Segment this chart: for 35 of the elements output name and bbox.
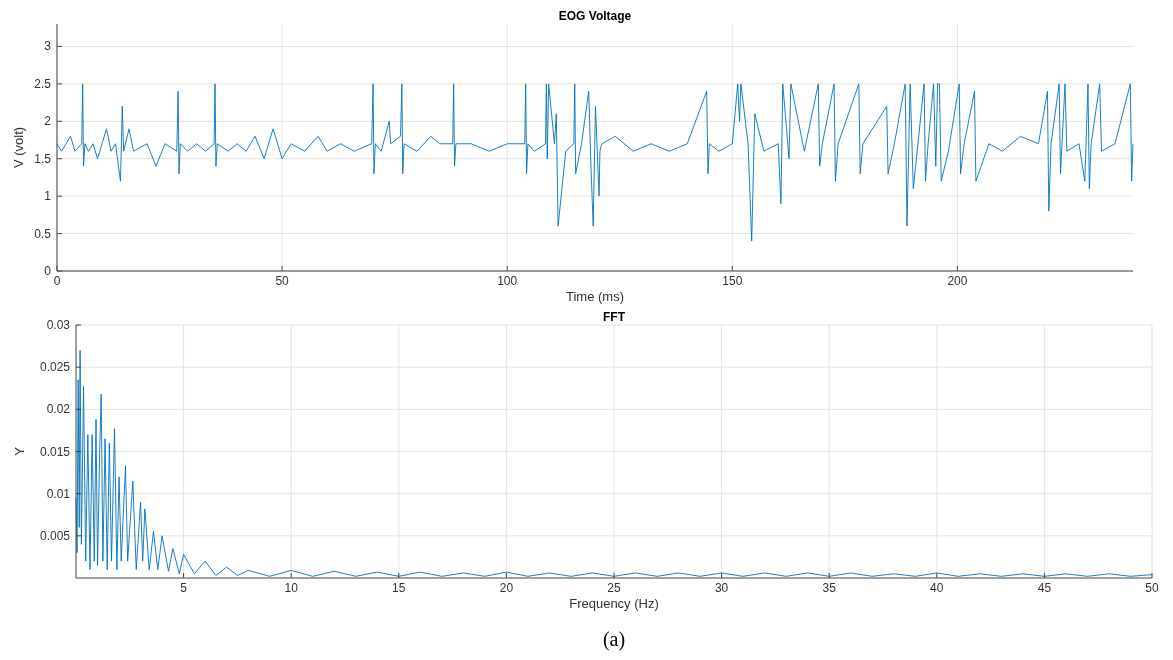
x-tick-label: 20 bbox=[499, 581, 514, 595]
x-tick-label: 40 bbox=[930, 581, 944, 595]
x-tick-label: 35 bbox=[822, 581, 837, 595]
y-tick-label: 1 bbox=[44, 189, 52, 204]
x-tick-label: 25 bbox=[607, 581, 621, 595]
y-axis-title: Y bbox=[12, 446, 27, 456]
chart-title: EOG Voltage bbox=[558, 9, 632, 23]
y-tick-label: 3 bbox=[44, 39, 52, 54]
x-axis-title: Frequency (Hz) bbox=[569, 596, 659, 611]
y-tick-label: 0.01 bbox=[46, 486, 71, 501]
y-tick-label: 1.5 bbox=[34, 151, 52, 166]
y-tick-label: 0.025 bbox=[39, 360, 71, 375]
x-axis-title: Time (ms) bbox=[565, 289, 625, 304]
x-tick-label: 5 bbox=[180, 581, 188, 595]
x-tick-label: 10 bbox=[284, 581, 299, 595]
y-tick-label: 0 bbox=[44, 264, 52, 278]
x-tick-label: 100 bbox=[497, 274, 518, 288]
x-tick-label: 50 bbox=[275, 274, 290, 288]
x-tick-label: 15 bbox=[392, 581, 406, 595]
y-tick-label: 2.5 bbox=[34, 76, 52, 91]
y-tick-label: 0.015 bbox=[39, 444, 71, 459]
x-tick-label: 30 bbox=[714, 581, 729, 595]
text: (a) bbox=[602, 628, 626, 651]
y-tick-label: 2 bbox=[44, 114, 52, 129]
x-tick-label: 200 bbox=[947, 274, 968, 288]
line-series bbox=[56, 83, 1134, 242]
y-tick-label: 0.02 bbox=[46, 402, 71, 417]
x-tick-label: 50 bbox=[1145, 581, 1159, 595]
y-axis-title: V (volt) bbox=[11, 126, 26, 169]
y-tick-label: 0.03 bbox=[46, 318, 71, 332]
y-tick-label: 0.5 bbox=[34, 226, 52, 241]
x-tick-label: 45 bbox=[1037, 581, 1052, 595]
chart-title: FFT bbox=[603, 310, 626, 324]
x-tick-label: 150 bbox=[722, 274, 743, 288]
y-tick-label: 0.005 bbox=[39, 528, 71, 543]
